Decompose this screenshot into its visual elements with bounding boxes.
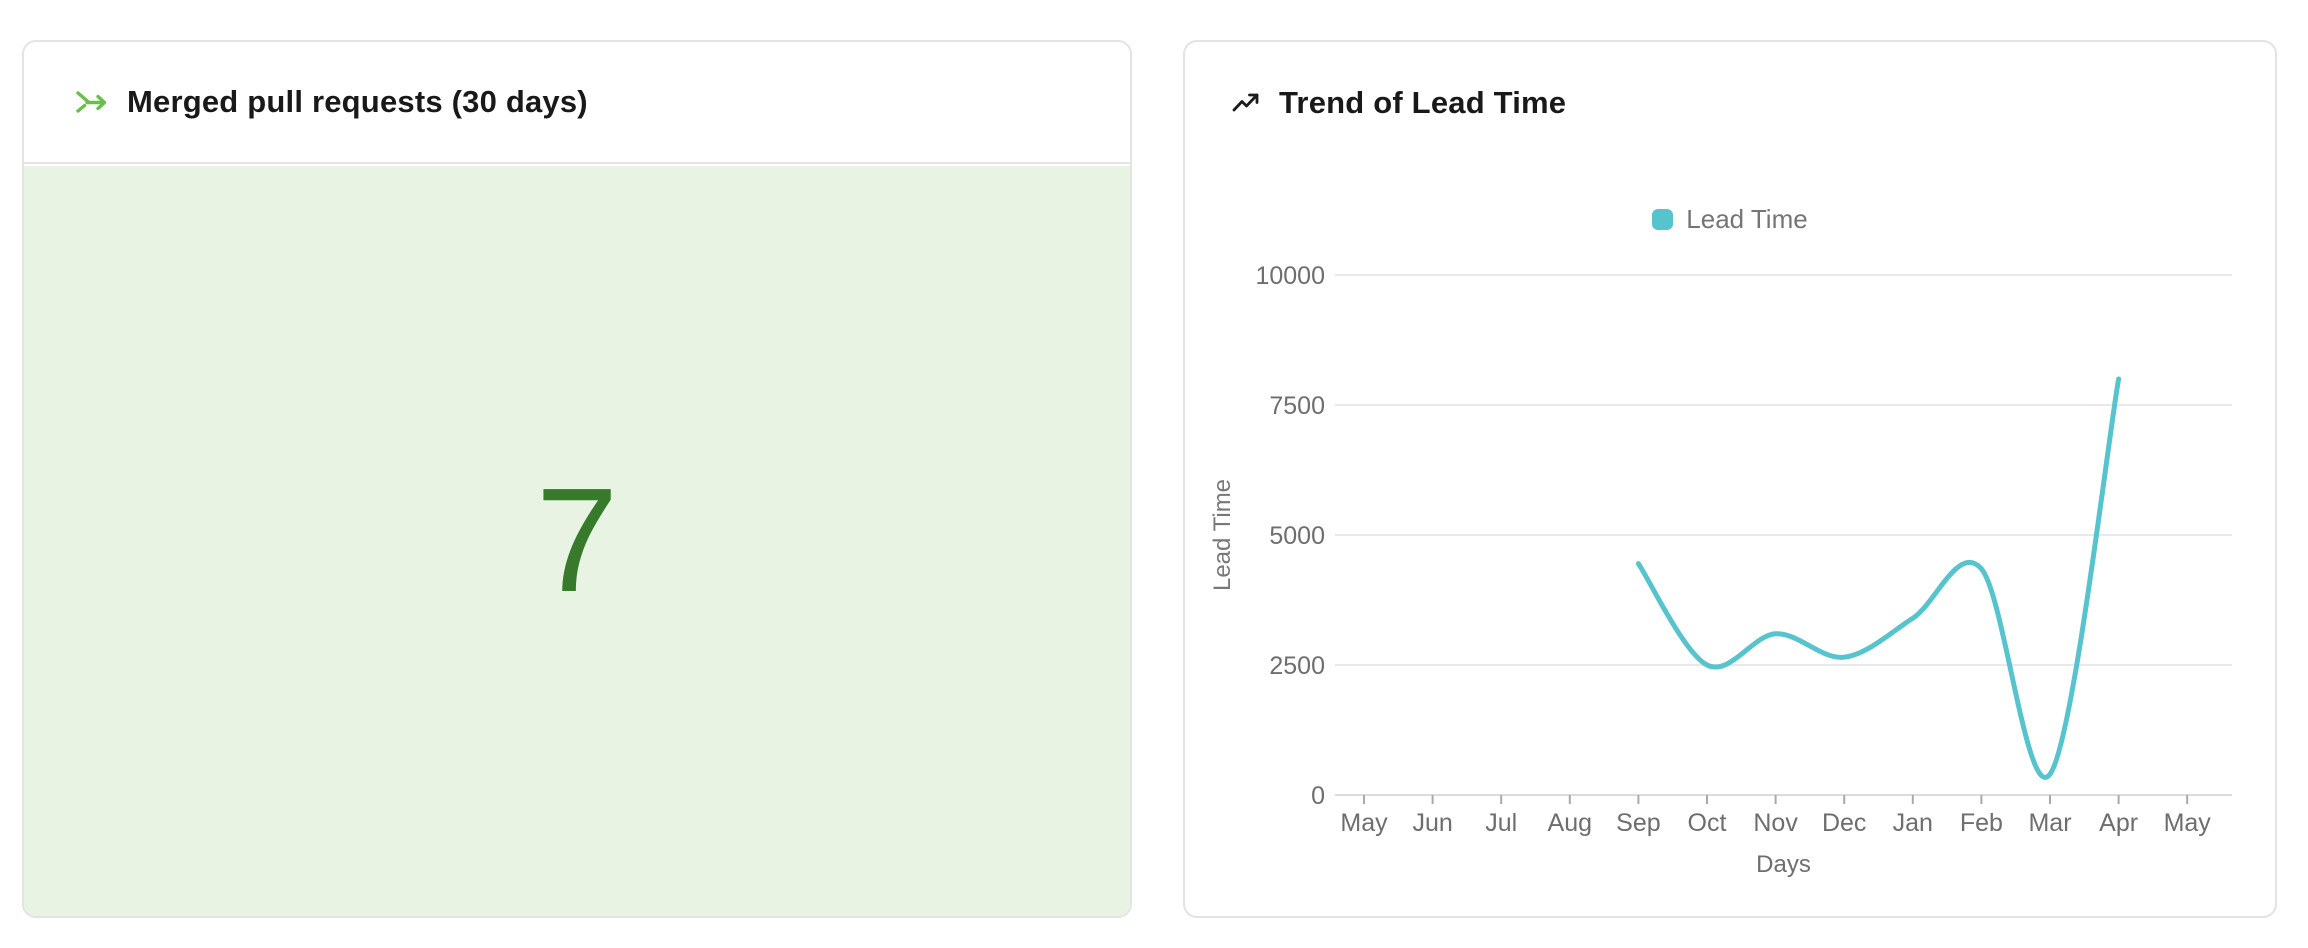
trend-up-icon (1230, 89, 1262, 117)
x-axis-tick-label: Aug (1548, 809, 1592, 837)
legend-item-lead-time[interactable]: Lead Time (1185, 204, 2275, 235)
y-axis-tick-label: 7500 (1269, 392, 1325, 420)
y-axis-tick-label: 2500 (1269, 652, 1325, 680)
lead-time-trend-header: Trend of Lead Time (1185, 42, 2275, 164)
x-axis-tick-label: May (1340, 809, 1388, 837)
y-axis-tick-label: 10000 (1255, 262, 1325, 290)
panel-title: Merged pull requests (30 days) (127, 84, 588, 119)
x-axis-tick-label: Mar (2028, 809, 2071, 837)
stat-panel-body: 7 (24, 166, 1130, 916)
x-axis-tick-label: Sep (1616, 809, 1660, 837)
x-axis-tick-label: Oct (1688, 809, 1727, 837)
lead-time-trend-panel: Trend of Lead Time 0 2500 5000 7500 10000 Lea… (1183, 40, 2277, 918)
x-axis-title: Days (1756, 851, 1811, 878)
lead-time-line-chart[interactable]: 0 2500 5000 7500 10000 Lead Time May Jun Jul Aug S… (1185, 202, 2277, 918)
x-axis-tick-label: Jul (1485, 809, 1517, 837)
merged-pull-requests-panel: Merged pull requests (30 days) 7 (22, 40, 1132, 918)
stat-value: 7 (535, 458, 619, 623)
y-axis-title: Lead Time (1209, 479, 1236, 591)
merged-pull-requests-header: Merged pull requests (30 days) (24, 42, 1130, 164)
x-axis-tick-label: Nov (1753, 809, 1798, 837)
x-axis-tick-label: Apr (2099, 809, 2138, 837)
lead-time-series-line (1635, 376, 2122, 780)
y-axis-tick-label: 5000 (1269, 522, 1325, 550)
legend-label: Lead Time (1686, 204, 1808, 234)
x-axis-tick-label: Jan (1893, 809, 1933, 837)
x-axis-tick-label: Feb (1960, 809, 2003, 837)
git-merge-icon (74, 87, 110, 117)
legend-swatch (1652, 209, 1674, 230)
x-axis-tick-label: May (2164, 809, 2212, 837)
panel-title: Trend of Lead Time (1279, 85, 1567, 120)
x-axis-tick-label: Jun (1412, 809, 1452, 837)
x-axis-tick-label: Dec (1822, 809, 1866, 837)
y-axis-tick-label: 0 (1311, 782, 1325, 810)
